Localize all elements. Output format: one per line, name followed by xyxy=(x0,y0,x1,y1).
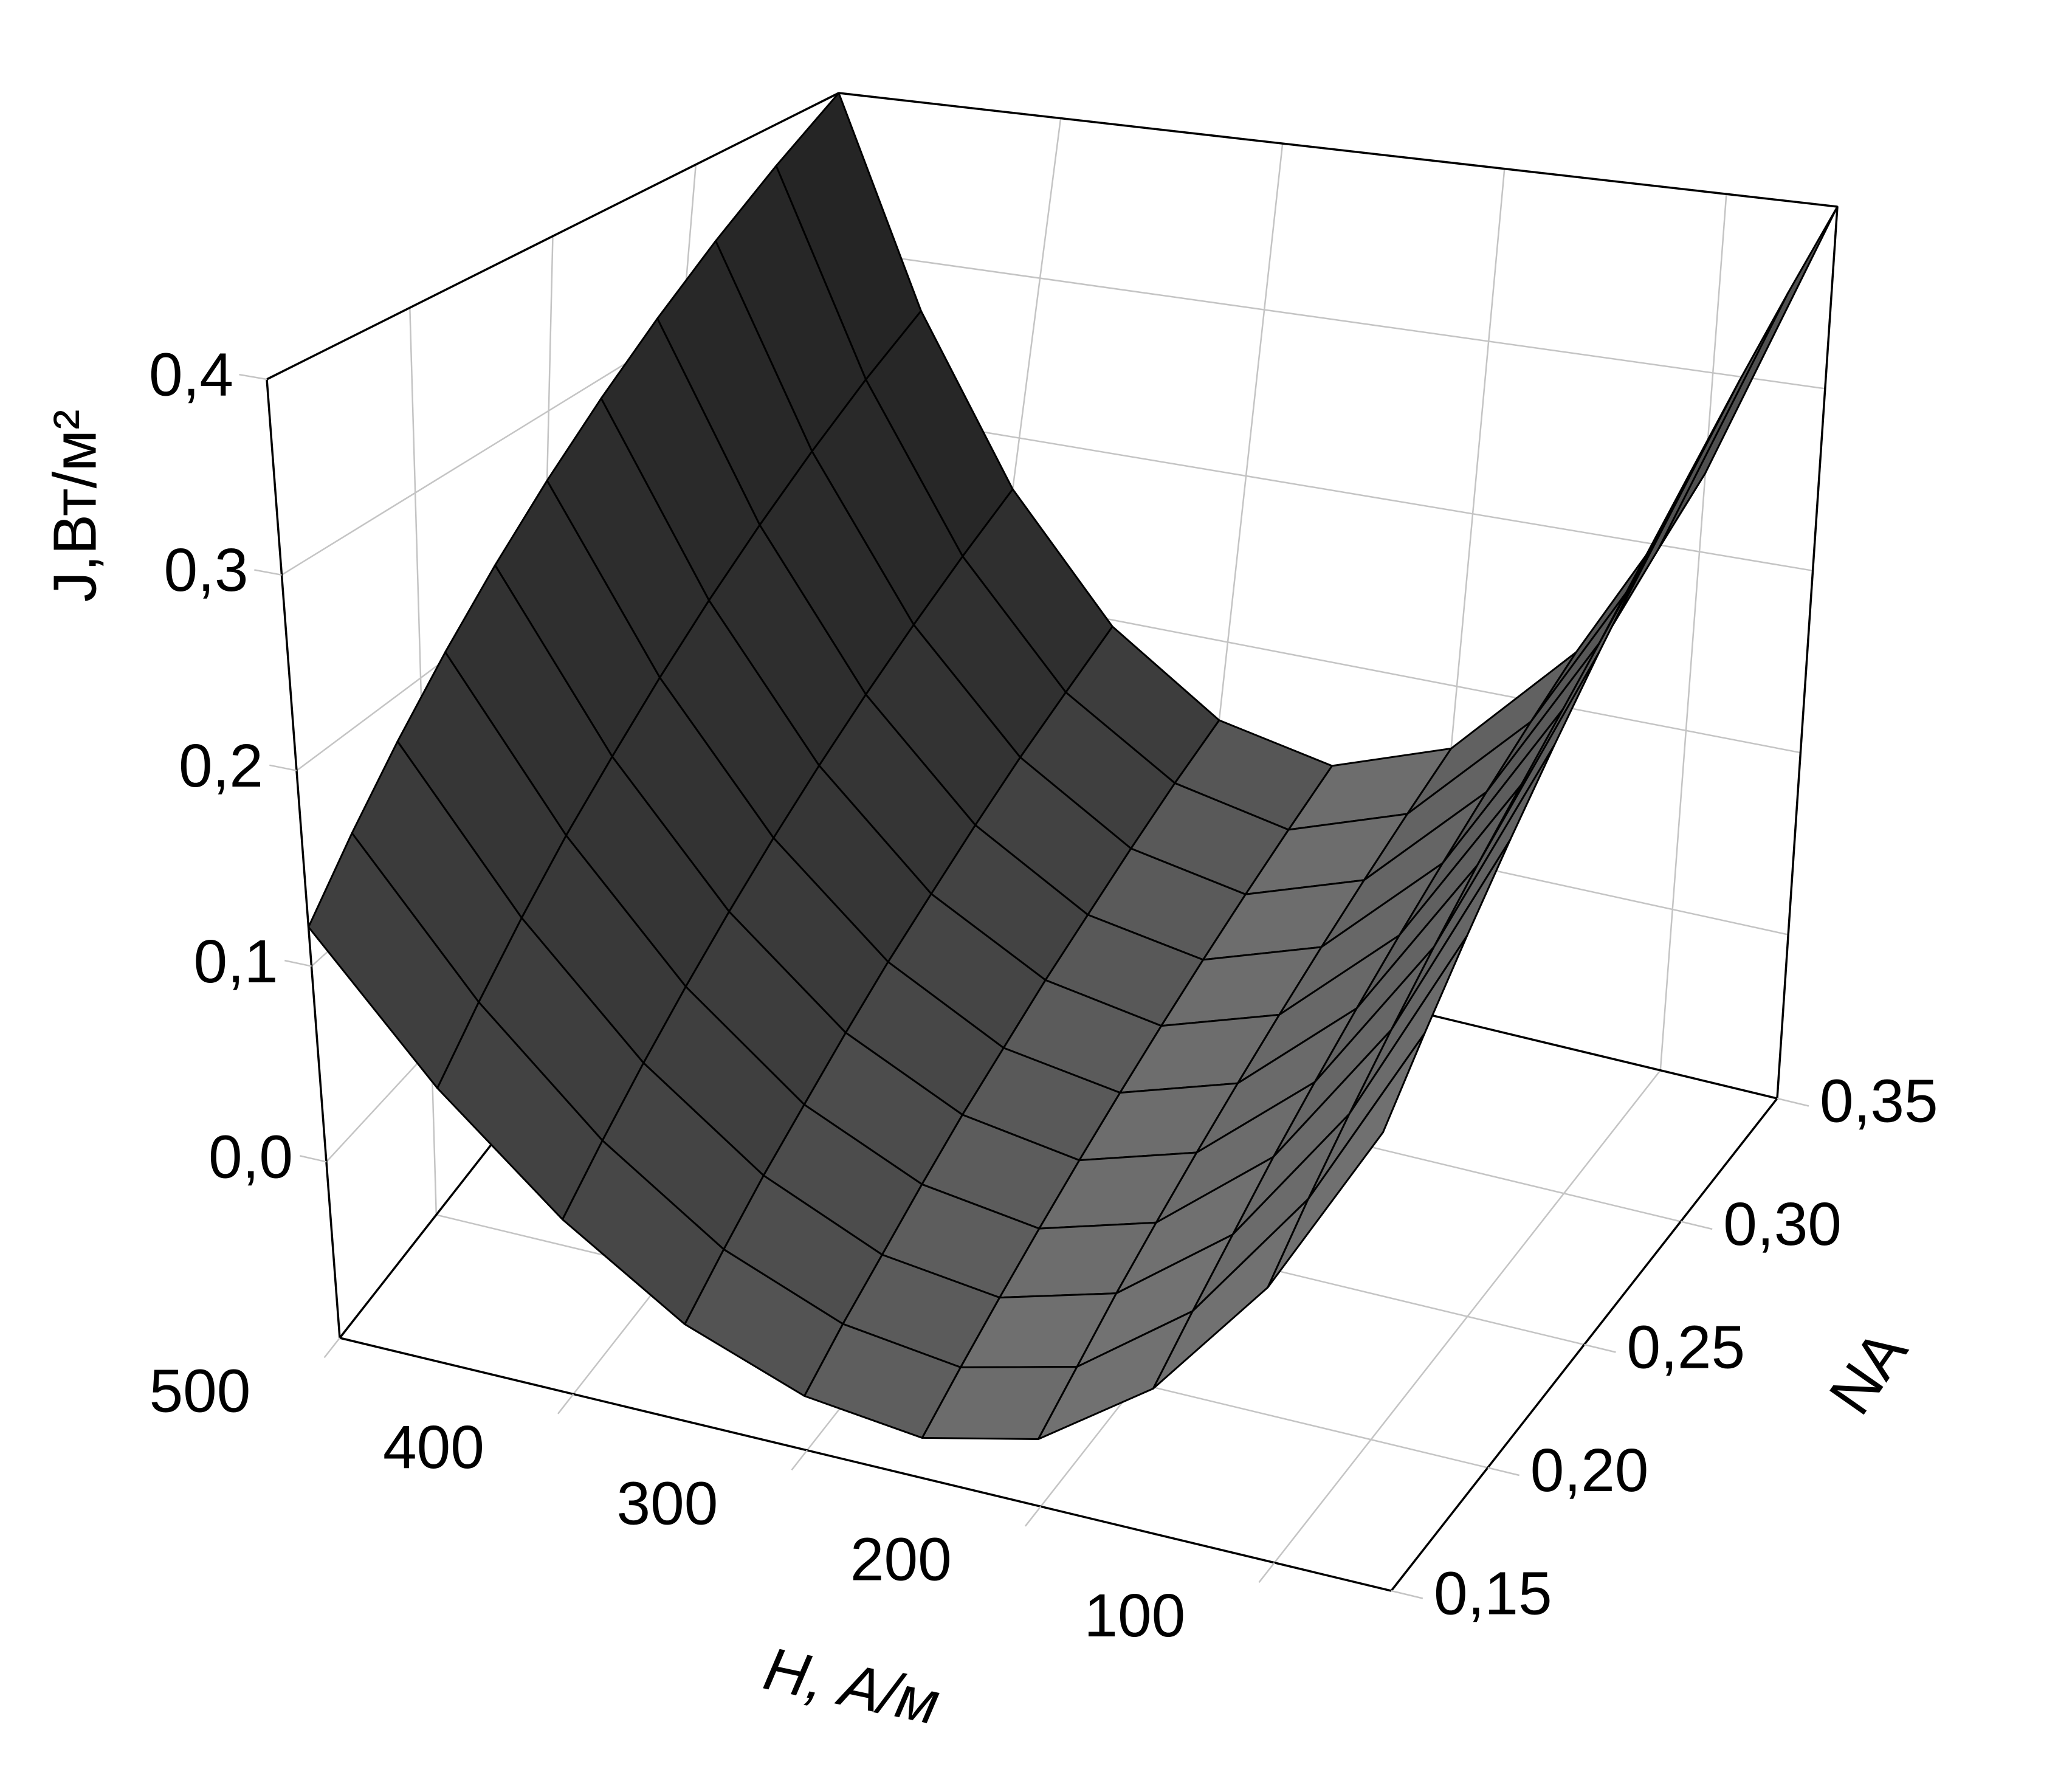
z-tick xyxy=(269,764,297,771)
z-tick-label: 0,0 xyxy=(208,1123,293,1191)
surface xyxy=(308,92,1839,1440)
x-tick-label: 300 xyxy=(616,1469,718,1537)
y-tick-label: 0,25 xyxy=(1627,1313,1746,1381)
z-tick-label: 0,2 xyxy=(179,732,263,800)
y-tick-label: 0,20 xyxy=(1530,1436,1649,1504)
z-tick xyxy=(239,373,267,381)
y-tick-label: 0,30 xyxy=(1723,1190,1842,1258)
y-tick-label: 0,35 xyxy=(1820,1067,1938,1135)
y-tick xyxy=(1584,1343,1616,1353)
box-edge xyxy=(1776,206,1839,1099)
y-tick xyxy=(1681,1221,1713,1230)
surface-cell xyxy=(1267,1032,1426,1289)
x-tick xyxy=(557,1393,574,1415)
x-tick-label: 100 xyxy=(1084,1582,1185,1650)
axes: 100 200 300 400 500 0,15 0,20 0,25 0,30 0,35 0,0 0,… xyxy=(149,340,1938,1650)
z-tick xyxy=(254,569,282,576)
z-tick xyxy=(300,1155,327,1163)
x-tick xyxy=(1258,1562,1275,1583)
box-edge xyxy=(339,1337,1392,1592)
back-wall-grid-line xyxy=(815,246,1825,390)
z-axis-title: J,Вт/м² xyxy=(41,410,109,602)
y-tick-label: 0,15 xyxy=(1434,1559,1552,1627)
box-edge xyxy=(266,92,839,381)
y-tick xyxy=(1777,1097,1809,1107)
z-tick xyxy=(284,959,312,967)
x-tick-label: 500 xyxy=(150,1357,251,1425)
x-tick xyxy=(791,1450,808,1471)
z-tick-label: 0,4 xyxy=(149,340,233,408)
x-tick-label: 400 xyxy=(383,1413,484,1481)
z-tick-label: 0,3 xyxy=(163,536,248,604)
z-tick-label: 0,1 xyxy=(193,928,278,996)
x-tick xyxy=(1024,1506,1042,1527)
back-wall-grid-line xyxy=(1659,194,1727,1070)
x-tick xyxy=(323,1337,340,1359)
y-tick xyxy=(1487,1467,1519,1477)
y-tick xyxy=(1391,1590,1423,1599)
x-tick-label: 200 xyxy=(850,1526,952,1594)
box-edge xyxy=(266,379,341,1339)
box-edge xyxy=(838,92,1838,208)
